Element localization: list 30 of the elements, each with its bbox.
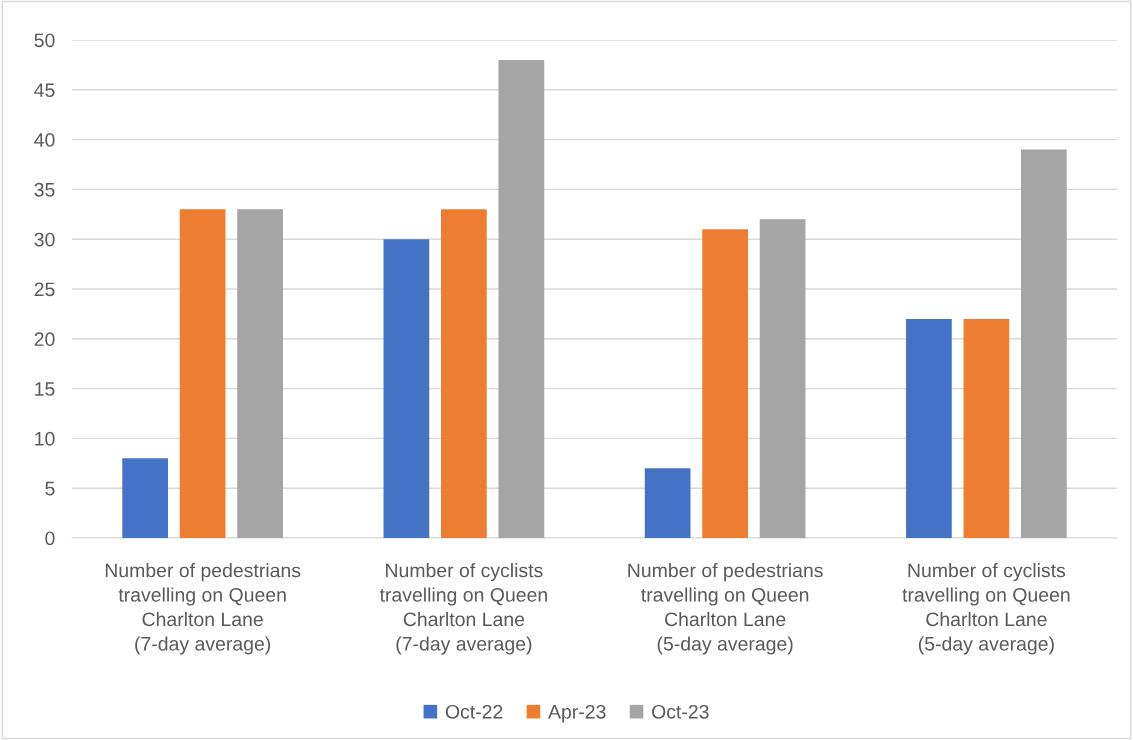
- y-tick-label: 5: [45, 481, 55, 496]
- bar: [237, 209, 283, 538]
- y-tick-label: 40: [34, 133, 55, 147]
- y-tick-label: 20: [34, 332, 55, 347]
- x-tick-label: Number of pedestrians travelling on Queen Charlton Lane (7-day average): [105, 563, 301, 655]
- bar: [179, 209, 226, 538]
- bar: [1020, 149, 1067, 538]
- bar: [759, 219, 806, 538]
- bar: [383, 239, 430, 538]
- y-tick-label: 35: [34, 182, 55, 197]
- bar: [702, 229, 748, 538]
- y-tick-label: 10: [35, 431, 55, 446]
- y-tick-label: 0: [45, 531, 55, 546]
- x-tick-label: Number of pedestrians travelling on Queen Charlton Lane (5-day average): [628, 563, 823, 655]
- y-tick-label: 25: [34, 282, 55, 297]
- x-tick-label: Number of cyclists travelling on Queen Charlton Lane (7-day average): [379, 563, 547, 655]
- bar: [644, 468, 691, 538]
- y-tick-label: 45: [34, 83, 55, 98]
- y-tick-label: 15: [35, 382, 55, 396]
- legend-label: Apr-23: [548, 704, 606, 723]
- bar: [441, 209, 487, 538]
- y-tick-label: 30: [34, 232, 55, 247]
- x-tick-label: Number of cyclists travelling on Queen Charlton Lane (5-day average): [902, 563, 1070, 655]
- legend-label: Oct-23: [652, 704, 709, 719]
- y-tick-label: 50: [34, 33, 55, 48]
- bar: [122, 458, 169, 538]
- bar: [498, 59, 545, 538]
- bar: [906, 318, 952, 538]
- bar: [963, 318, 1010, 538]
- legend-label: Oct-22: [445, 704, 503, 719]
